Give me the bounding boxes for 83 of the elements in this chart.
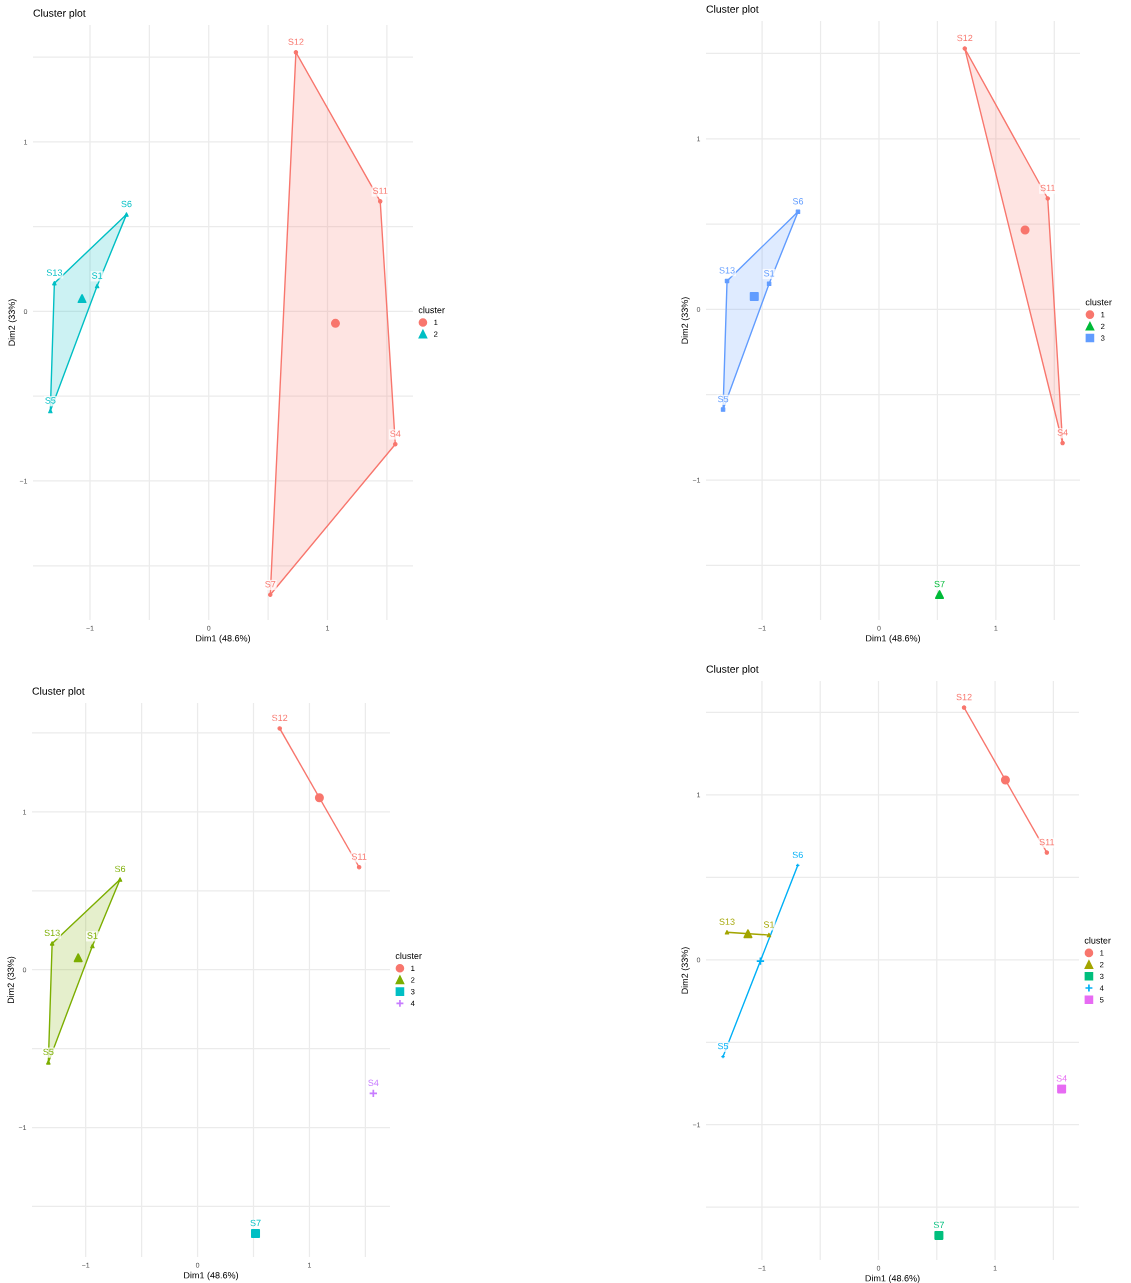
annotation: S5 [43, 1048, 54, 1056]
annotation: S4 [390, 430, 401, 437]
legend-title: cluster [1085, 298, 1112, 306]
point [724, 929, 730, 935]
point [368, 1088, 378, 1098]
annotation: S11 [1039, 838, 1055, 846]
annotation: S5 [717, 1042, 729, 1050]
annotation: S4 [1056, 1075, 1067, 1082]
annotation: S1 [87, 932, 98, 939]
y-axis-title: Dim2 (33%) [681, 947, 690, 994]
annotation: S13 [719, 918, 735, 925]
annotation: S11 [351, 853, 367, 860]
point [1060, 440, 1065, 446]
point [377, 199, 383, 204]
point [393, 441, 398, 447]
chart-title: Cluster plot [32, 687, 85, 697]
point [356, 864, 362, 870]
point [46, 1060, 51, 1065]
y-axis-title: Dim2 (33%) [681, 297, 690, 344]
annotation: S12 [957, 34, 973, 42]
annotation: S6 [792, 198, 804, 205]
point [277, 726, 282, 731]
point [1020, 225, 1030, 235]
chart-title: Cluster plot [706, 5, 759, 15]
annotation: S12 [272, 714, 288, 722]
annotation: S7 [265, 581, 276, 588]
annotation: S13 [46, 269, 63, 276]
point [330, 318, 340, 328]
point [749, 291, 759, 301]
x-axis-title: Dim1 (48.6%) [865, 1274, 920, 1283]
point [1000, 775, 1010, 785]
x-axis-title: Dim1 (48.6%) [184, 1271, 239, 1281]
point [962, 46, 968, 51]
legend-title: cluster [1084, 937, 1111, 944]
annotation: S5 [45, 397, 56, 404]
point [314, 793, 324, 803]
annotation: S5 [717, 395, 729, 403]
chart-title: Cluster plot [706, 665, 759, 675]
annotation: S7 [934, 580, 945, 588]
point [124, 212, 129, 217]
annotation: S6 [121, 200, 132, 208]
annotation: S7 [250, 1219, 261, 1227]
point [77, 294, 87, 304]
point [1045, 196, 1050, 201]
point [48, 408, 53, 414]
point [52, 280, 57, 286]
annotation: S7 [933, 1221, 944, 1229]
legend-title: cluster [418, 306, 445, 314]
annotation: S12 [956, 693, 972, 701]
point [720, 407, 726, 412]
point [1044, 850, 1050, 855]
point [766, 932, 772, 938]
annotation: S1 [763, 921, 775, 928]
point [934, 1230, 944, 1240]
annotation: S13 [719, 267, 735, 274]
y-axis-title: Dim2 (33%) [7, 956, 16, 1004]
annotation: S11 [372, 187, 388, 194]
annotation: S1 [764, 270, 775, 277]
annotation: S11 [1040, 184, 1055, 192]
chart-title: Cluster plot [33, 9, 86, 19]
y-axis-title: Dim2 (33%) [8, 299, 17, 346]
point [117, 877, 123, 882]
point [935, 590, 945, 600]
point [90, 943, 95, 949]
point [94, 283, 100, 289]
annotation: S6 [792, 851, 803, 859]
point [743, 929, 753, 939]
point [293, 50, 299, 55]
annotation: S13 [44, 929, 60, 937]
point [49, 941, 55, 946]
point [1057, 1084, 1067, 1094]
annotation: S12 [288, 38, 304, 45]
legend-title: cluster [395, 952, 422, 960]
point [73, 953, 83, 963]
x-axis-title: Dim1 (48.6%) [196, 634, 251, 644]
point [961, 705, 967, 710]
point [268, 592, 273, 597]
point [251, 1228, 261, 1238]
annotation: S4 [1057, 429, 1068, 436]
x-axis-title: Dim1 (48.6%) [866, 634, 921, 644]
annotation: S4 [368, 1079, 379, 1086]
annotation: S1 [92, 272, 103, 279]
annotation: S6 [114, 865, 126, 873]
